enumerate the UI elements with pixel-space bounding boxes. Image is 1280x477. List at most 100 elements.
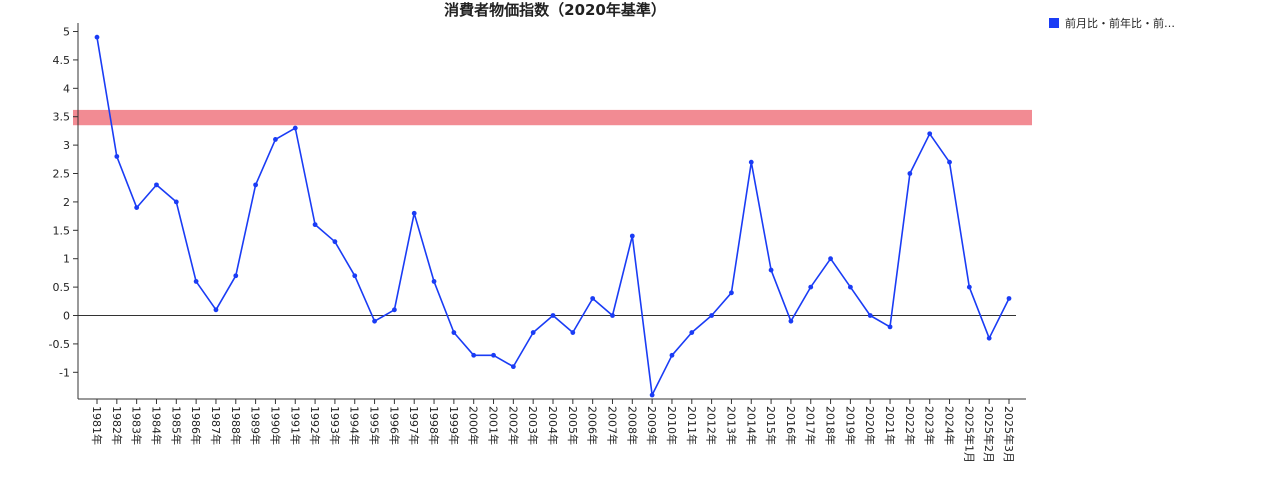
data-point [907, 171, 913, 176]
x-tick-label: 1982年 [110, 406, 124, 445]
series-line [96, 37, 1010, 396]
x-tick-label: 1996年 [387, 406, 401, 445]
x-tick-label: 2005年 [566, 406, 580, 445]
data-point [867, 313, 873, 318]
x-tick-label: 2012年 [705, 406, 719, 445]
x-tick-label: 1995年 [368, 406, 382, 445]
data-point [213, 307, 219, 313]
data-point [94, 34, 100, 40]
data-point [332, 239, 338, 245]
x-tick-label: 1998年 [427, 406, 441, 445]
y-tick-label: 0 [63, 310, 70, 323]
y-tick-label: 0.5 [53, 281, 71, 294]
data-point [689, 330, 695, 335]
data-point [491, 352, 496, 358]
data-point [570, 330, 576, 335]
x-tick-label: 2014年 [744, 406, 758, 445]
x-tick-label: 1993年 [328, 406, 342, 445]
x-tick-label: 2011年 [685, 406, 699, 445]
x-tick-label: 2018年 [824, 406, 838, 445]
y-tick-label: 2.5 [53, 168, 71, 181]
data-point [629, 233, 635, 239]
data-point [173, 199, 179, 205]
x-tick-label: 2004年 [546, 406, 560, 445]
data-point [510, 364, 516, 370]
x-tick-label: 2008年 [625, 406, 639, 445]
x-tick-label: 1989年 [249, 406, 263, 445]
data-point [391, 307, 397, 313]
data-point [729, 290, 734, 296]
y-tick-label: 4.5 [53, 54, 71, 67]
chart-title: 消費者物価指数（2020年基準） [444, 1, 666, 19]
data-point [233, 273, 239, 279]
y-tick-label: 3 [63, 139, 70, 152]
x-tick-label: 2009年 [645, 406, 659, 445]
x-tick-label: 2021年 [883, 406, 897, 445]
data-point [253, 182, 259, 188]
x-tick-label: 1987年 [209, 406, 223, 445]
x-tick-label: 1997年 [407, 406, 421, 445]
series-layer [94, 34, 1012, 398]
x-tick-label: 2025年3月 [1002, 406, 1016, 463]
y-tick-label: 5 [63, 26, 70, 39]
data-point [312, 222, 318, 228]
x-tick-label: 2007年 [605, 406, 619, 445]
data-point [808, 284, 814, 290]
x-tick-label: 1999年 [447, 406, 461, 445]
data-point [273, 137, 278, 142]
x-tick-label: 2000年 [467, 406, 481, 445]
x-tick-label: 2017年 [804, 406, 818, 445]
x-tick-label: 1986年 [189, 406, 203, 445]
data-point [193, 279, 199, 284]
x-tick-label: 1988年 [229, 406, 243, 445]
data-point [966, 284, 972, 290]
data-point [451, 330, 457, 335]
x-tick-label: 2003年 [526, 406, 540, 445]
data-point [986, 335, 992, 341]
x-tick-label: 2020年 [863, 406, 877, 445]
x-tick-label: 2024年 [943, 406, 957, 445]
reference-band-layer [73, 109, 1032, 126]
x-tick-label: 1983年 [130, 406, 144, 445]
y-tick-label: -1 [59, 366, 70, 379]
x-tick-label: 2010年 [665, 406, 679, 445]
data-point [649, 392, 655, 398]
x-tick-label: 1994年 [348, 406, 362, 445]
data-point [887, 324, 893, 330]
data-point [431, 279, 437, 284]
x-tick-label: 2015年 [764, 406, 778, 445]
x-tick-label: 2025年2月 [982, 406, 996, 463]
data-point [530, 330, 536, 335]
y-tick-label: 1.5 [53, 224, 71, 237]
data-point [788, 318, 794, 324]
data-point [154, 182, 159, 188]
y-tick-label: 4 [63, 82, 70, 95]
axis-layer: 5 4.5 4 3.5 3 2.5 2 1.5 1 0.5 0 -0.5 -1 1981年 1982年 198… [49, 23, 1026, 463]
data-point [610, 313, 615, 318]
x-tick-label: 2002年 [506, 406, 520, 445]
data-point [768, 267, 774, 273]
x-tick-label: 1990年 [268, 406, 282, 445]
x-tick-label: 2001年 [487, 406, 501, 445]
x-tick-label: 1992年 [308, 406, 322, 445]
data-point [471, 352, 477, 358]
data-point [372, 318, 377, 324]
data-point [669, 352, 675, 358]
y-tick-label: -0.5 [49, 338, 70, 351]
data-point [292, 125, 298, 131]
x-tick-label: 1981年 [90, 406, 104, 445]
x-tick-label: 2013年 [724, 406, 738, 445]
y-tick-label: 1 [63, 253, 70, 266]
x-tick-label: 1991年 [288, 406, 302, 445]
data-point [352, 273, 358, 279]
legend[interactable]: 前月比・前年比・前… [1049, 16, 1175, 30]
x-tick-label: 2016年 [784, 406, 798, 445]
y-tick-label: 2 [63, 196, 70, 209]
data-point [748, 159, 754, 165]
y-tick-label: 3.5 [53, 111, 71, 124]
data-point [411, 210, 417, 216]
reference-band [73, 109, 1032, 126]
data-point [709, 313, 715, 318]
